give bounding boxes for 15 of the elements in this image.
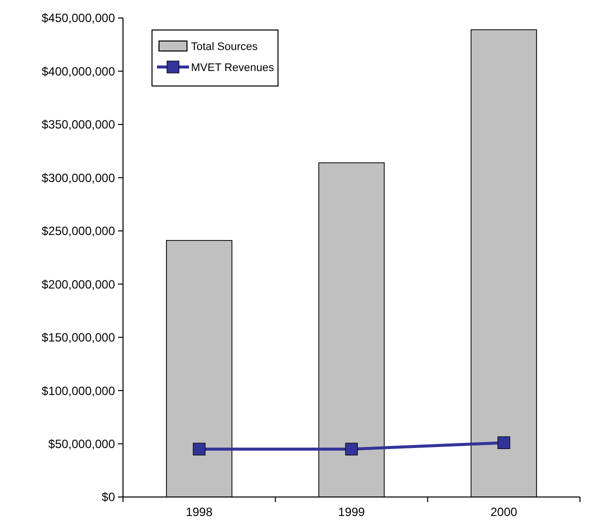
y-tick-label: $200,000,000	[42, 277, 116, 292]
y-tick-label: $150,000,000	[42, 330, 116, 345]
y-tick-label: $50,000,000	[48, 436, 116, 451]
y-tick-label: $0	[102, 490, 116, 504]
y-tick-label: $250,000,000	[42, 224, 116, 238]
y-tick-label: $300,000,000	[42, 170, 116, 185]
y-tick-label: $100,000,000	[42, 384, 116, 398]
y-tick-label: $450,000,000	[42, 11, 116, 26]
legend-label: MVET Revenues	[191, 62, 274, 74]
legend-label: Total Sources	[191, 40, 258, 53]
y-tick-label: $350,000,000	[42, 118, 116, 132]
x-tick-label: 1998	[186, 505, 213, 519]
y-tick-label: $400,000,000	[42, 64, 116, 78]
x-tick-label: 1999	[338, 505, 366, 519]
x-tick-label: 2000	[490, 505, 518, 519]
